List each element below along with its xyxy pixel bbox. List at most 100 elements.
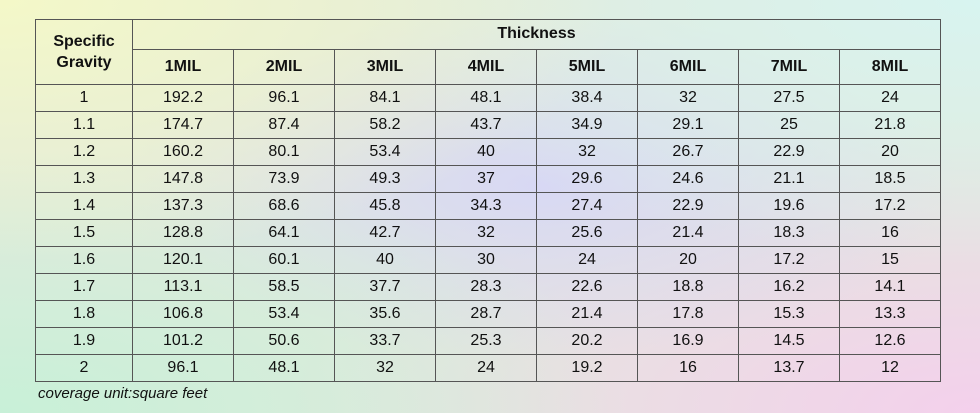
coverage-value-cell: 40 [334,246,436,274]
coverage-value-cell: 18.3 [738,219,840,247]
table-row: 1 192.2 96.1 84.1 48.1 38.4 32 27.5 24 [35,84,941,112]
coverage-value-cell: 35.6 [334,300,436,328]
specific-gravity-cell: 1.9 [35,327,133,355]
column-header: 5MIL [536,48,638,86]
coverage-value-cell: 18.5 [839,165,941,193]
coverage-value-cell: 50.6 [233,327,335,355]
coverage-value-cell: 174.7 [132,111,234,139]
coverage-value-cell: 21.4 [536,300,638,328]
specific-gravity-cell: 1.7 [35,273,133,301]
coverage-value-cell: 24 [839,84,941,112]
coverage-value-cell: 160.2 [132,138,234,166]
coverage-value-cell: 73.9 [233,165,335,193]
column-header: 6MIL [637,48,739,86]
coverage-value-cell: 25.3 [435,327,537,355]
specific-gravity-cell: 2 [35,354,133,382]
table-header: Specific Gravity Thickness 1MIL 2MIL 3MIL 4M… [35,19,941,86]
coverage-value-cell: 106.8 [132,300,234,328]
specific-gravity-header: Specific Gravity [35,19,133,85]
coverage-value-cell: 29.6 [536,165,638,193]
coverage-value-cell: 27.4 [536,192,638,220]
specific-gravity-cell: 1.1 [35,111,133,139]
coverage-value-cell: 25 [738,111,840,139]
table-row: 1.8 106.8 53.4 35.6 28.7 21.4 17.8 15.3 13.3 [35,300,941,328]
coverage-value-cell: 20 [637,246,739,274]
coverage-value-cell: 45.8 [334,192,436,220]
coverage-value-cell: 27.5 [738,84,840,112]
coverage-value-cell: 96.1 [132,354,234,382]
coverage-value-cell: 32 [637,84,739,112]
coverage-value-cell: 58.2 [334,111,436,139]
coverage-value-cell: 30 [435,246,537,274]
coverage-value-cell: 43.7 [435,111,537,139]
coverage-value-cell: 37.7 [334,273,436,301]
coverage-value-cell: 32 [334,354,436,382]
coverage-value-cell: 17.2 [738,246,840,274]
coverage-value-cell: 34.3 [435,192,537,220]
coverage-value-cell: 16.9 [637,327,739,355]
coverage-value-cell: 16 [637,354,739,382]
coverage-value-cell: 120.1 [132,246,234,274]
specific-gravity-header-line1: Specific [53,33,115,50]
table-row: 1.9 101.2 50.6 33.7 25.3 20.2 16.9 14.5 12.6 [35,327,941,355]
column-header: 8MIL [839,48,941,86]
column-header: 7MIL [738,48,840,86]
specific-gravity-header-line2: Gravity [56,54,112,71]
table-row: 1.1 174.7 87.4 58.2 43.7 34.9 29.1 25 21.8 [35,111,941,139]
coverage-value-cell: 147.8 [132,165,234,193]
column-header: 4MIL [435,48,537,86]
column-header: 2MIL [233,48,335,86]
coverage-table: Specific Gravity Thickness 1MIL 2MIL 3MIL 4M… [35,19,941,382]
coverage-value-cell: 137.3 [132,192,234,220]
table-row: 1.7 113.1 58.5 37.7 28.3 22.6 18.8 16.2 14.1 [35,273,941,301]
coverage-value-cell: 20.2 [536,327,638,355]
table-row: 1.5 128.8 64.1 42.7 32 25.6 21.4 18.3 16 [35,219,941,247]
coverage-value-cell: 24.6 [637,165,739,193]
coverage-value-cell: 96.1 [233,84,335,112]
coverage-value-cell: 37 [435,165,537,193]
coverage-value-cell: 64.1 [233,219,335,247]
column-header: 3MIL [334,48,436,86]
coverage-value-cell: 60.1 [233,246,335,274]
coverage-value-cell: 22.6 [536,273,638,301]
coverage-value-cell: 87.4 [233,111,335,139]
coverage-value-cell: 15.3 [738,300,840,328]
header-row-group: Specific Gravity Thickness [35,19,941,85]
coverage-value-cell: 13.3 [839,300,941,328]
coverage-value-cell: 42.7 [334,219,436,247]
coverage-value-cell: 19.6 [738,192,840,220]
coverage-value-cell: 21.4 [637,219,739,247]
coverage-value-cell: 21.1 [738,165,840,193]
coverage-value-cell: 49.3 [334,165,436,193]
coverage-value-cell: 28.3 [435,273,537,301]
coverage-value-cell: 18.8 [637,273,739,301]
coverage-value-cell: 16 [839,219,941,247]
table-body: 1 192.2 96.1 84.1 48.1 38.4 32 27.5 24 1.1 174.7 87… [35,84,941,382]
coverage-value-cell: 26.7 [637,138,739,166]
coverage-value-cell: 32 [536,138,638,166]
coverage-value-cell: 29.1 [637,111,739,139]
header-row-columns: 1MIL 2MIL 3MIL 4MIL 5MIL 6MIL 7MIL 8MIL [36,48,941,86]
column-header: 1MIL [132,48,234,86]
specific-gravity-cell: 1.8 [35,300,133,328]
coverage-value-cell: 19.2 [536,354,638,382]
coverage-value-cell: 68.6 [233,192,335,220]
table-row: 1.2 160.2 80.1 53.4 40 32 26.7 22.9 20 [35,138,941,166]
specific-gravity-cell: 1.2 [35,138,133,166]
coverage-value-cell: 20 [839,138,941,166]
table-row: 1.6 120.1 60.1 40 30 24 20 17.2 15 [35,246,941,274]
coverage-value-cell: 14.5 [738,327,840,355]
coverage-table-container: Specific Gravity Thickness 1MIL 2MIL 3MIL 4M… [35,19,941,382]
coverage-value-cell: 33.7 [334,327,436,355]
specific-gravity-cell: 1.3 [35,165,133,193]
specific-gravity-cell: 1 [35,84,133,112]
coverage-value-cell: 21.8 [839,111,941,139]
coverage-value-cell: 24 [435,354,537,382]
specific-gravity-cell: 1.5 [35,219,133,247]
coverage-value-cell: 38.4 [536,84,638,112]
coverage-value-cell: 113.1 [132,273,234,301]
specific-gravity-cell: 1.6 [35,246,133,274]
coverage-value-cell: 25.6 [536,219,638,247]
coverage-value-cell: 128.8 [132,219,234,247]
coverage-value-cell: 24 [536,246,638,274]
